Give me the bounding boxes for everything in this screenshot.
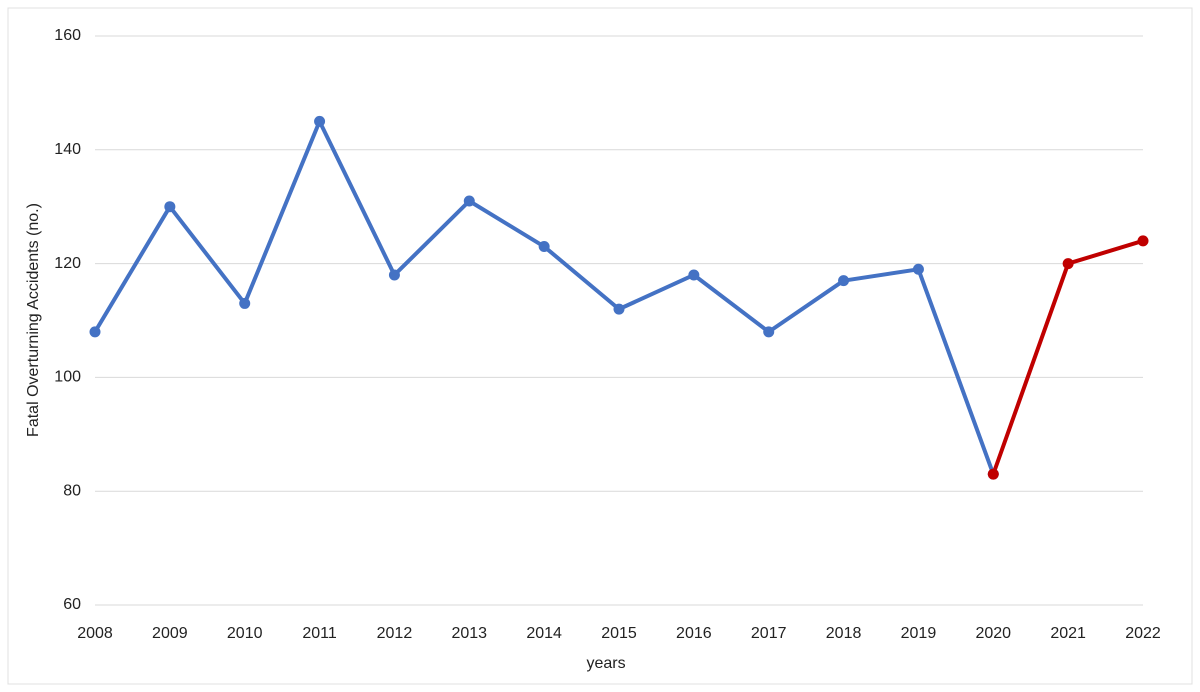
x-tick-label: 2009 [152,625,188,642]
y-tick-label: 140 [54,141,81,158]
x-tick-label: 2015 [601,625,637,642]
x-tick-label: 2018 [826,625,862,642]
data-point [987,468,999,480]
data-point [613,303,625,315]
x-axis-title: years [586,655,625,672]
y-tick-label: 60 [63,596,81,613]
x-tick-label: 2008 [77,625,113,642]
data-point [239,297,251,309]
x-tick-label: 2017 [751,625,787,642]
data-point [463,195,475,207]
x-tick-label: 2022 [1125,625,1161,642]
chart-frame [7,7,1193,685]
data-point [388,269,400,281]
series-line [991,238,1144,475]
x-tick-label: 2014 [526,625,562,642]
y-tick-label: 80 [63,482,81,499]
data-point [1137,235,1149,247]
data-point [838,275,850,287]
data-point [164,201,176,213]
x-tick-label: 2011 [302,625,337,642]
data-point [89,326,101,338]
y-tick-label: 120 [54,255,81,272]
x-tick-label: 2010 [227,625,263,642]
y-tick-label: 160 [54,27,81,44]
x-tick-label: 2012 [377,625,413,642]
x-tick-label: 2019 [901,625,937,642]
data-point [314,115,326,127]
data-point [763,326,775,338]
x-tick-label: 2020 [975,625,1011,642]
data-point [912,263,924,275]
x-tick-label: 2013 [451,625,487,642]
data-point [538,241,550,253]
x-tick-label: 2016 [676,625,712,642]
data-point [1062,258,1074,270]
x-tick-label: 2021 [1050,625,1086,642]
y-tick-label: 100 [54,369,81,386]
series-line [93,119,996,475]
y-axis-title: Fatal Overturning Accidents (no.) [25,203,42,437]
data-point [688,269,700,281]
